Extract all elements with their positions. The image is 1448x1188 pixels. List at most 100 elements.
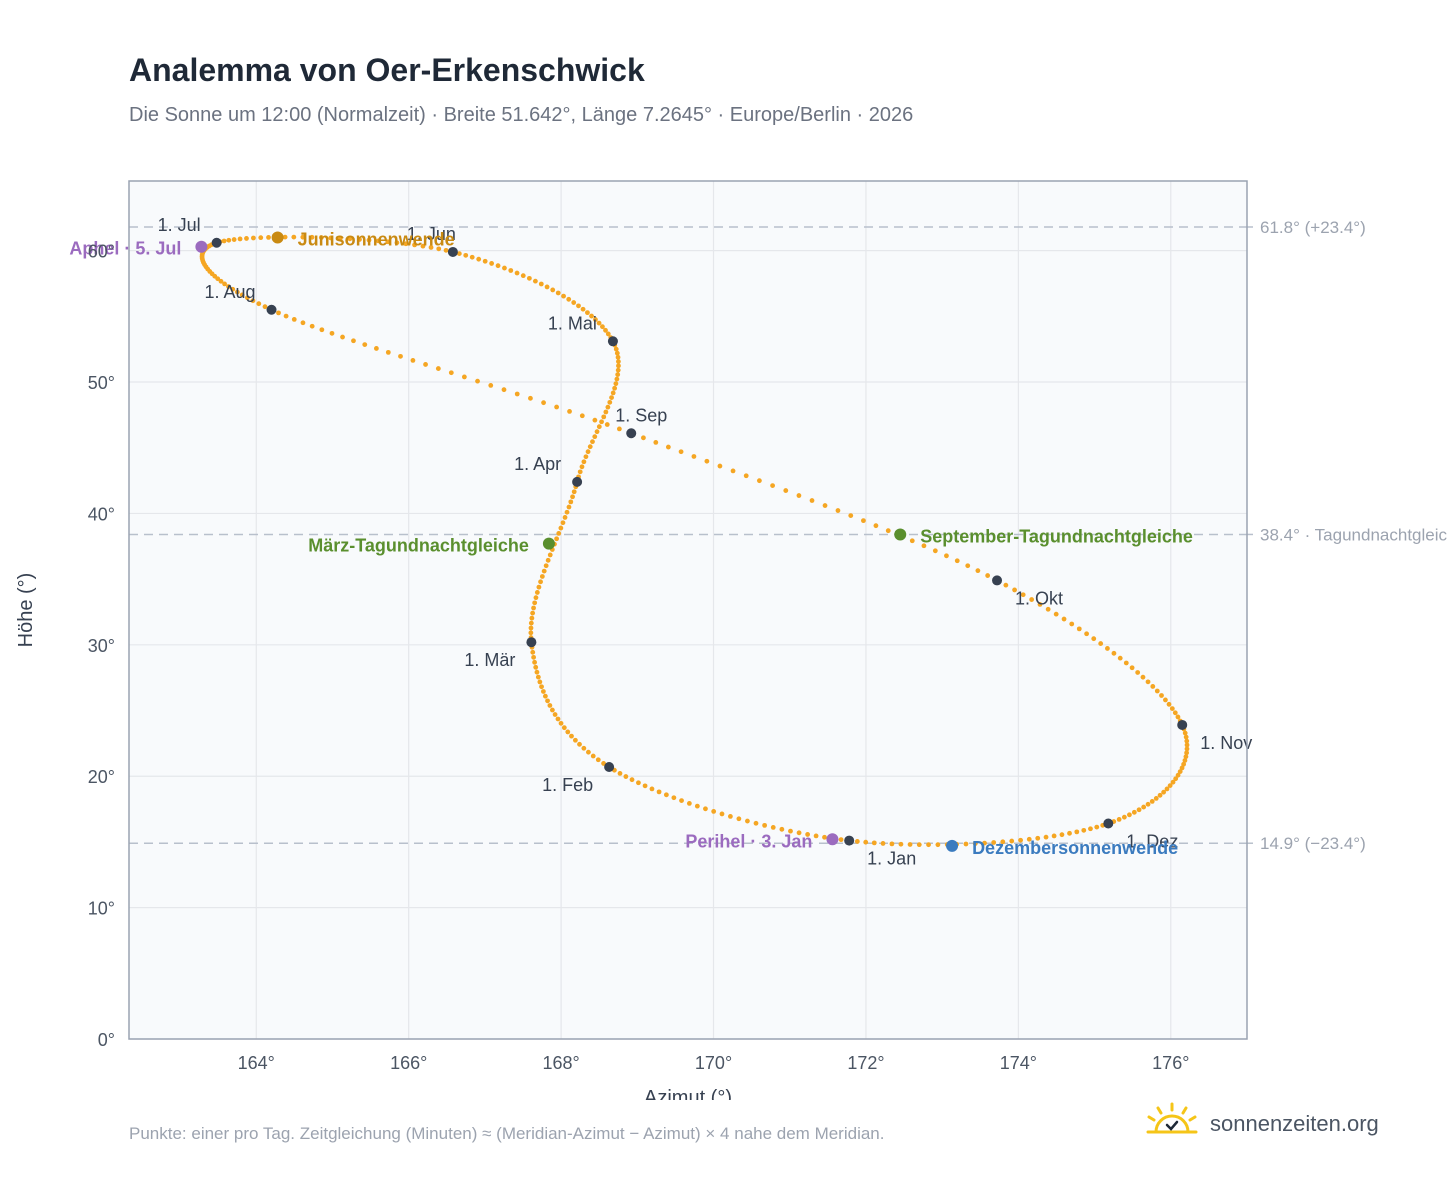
daily-sun-point — [1116, 817, 1122, 822]
daily-sun-point — [528, 625, 534, 631]
daily-sun-point — [545, 698, 550, 704]
daily-sun-point — [605, 331, 611, 337]
daily-sun-point — [1051, 833, 1057, 839]
daily-sun-point — [809, 498, 815, 503]
daily-sun-point — [679, 798, 684, 803]
daily-sun-point — [1105, 646, 1110, 651]
daily-sun-point — [1111, 650, 1117, 656]
daily-sun-point — [398, 353, 403, 359]
brand[interactable]: sonnenzeiten.org — [1144, 1102, 1379, 1146]
daily-sun-point — [362, 342, 368, 347]
daily-sun-point — [629, 777, 635, 783]
daily-sun-point — [1145, 679, 1151, 685]
month-label: 1. Mär — [464, 650, 515, 670]
daily-sun-point — [544, 284, 550, 290]
daily-sun-point — [218, 278, 224, 284]
month-label: 1. Jun — [407, 224, 456, 244]
daily-sun-point — [1076, 626, 1082, 632]
daily-sun-point — [599, 419, 604, 425]
daily-sun-point — [1003, 582, 1009, 588]
daily-sun-point — [1091, 636, 1097, 642]
x-tick-label: 164° — [238, 1053, 275, 1073]
daily-sun-point — [854, 839, 860, 844]
month-label: 1. Apr — [514, 454, 561, 474]
daily-sun-point — [550, 287, 556, 293]
daily-sun-point — [885, 528, 891, 534]
daily-sun-point — [501, 387, 507, 393]
month-label: 1. Mai — [548, 313, 597, 333]
daily-sun-point — [1184, 742, 1190, 748]
reference-line-label: 14.9° (−23.4°) — [1260, 834, 1366, 853]
daily-sun-point — [245, 295, 250, 301]
daily-sun-point — [1184, 750, 1190, 756]
daily-sun-point — [935, 842, 941, 848]
daily-sun-point — [642, 783, 648, 789]
daily-sun-point — [258, 235, 264, 241]
daily-sun-point — [975, 568, 981, 574]
daily-sun-point — [535, 674, 541, 680]
daily-sun-point — [347, 236, 353, 242]
daily-sun-point — [1026, 836, 1032, 842]
daily-sun-point — [532, 600, 538, 606]
daily-sun-point — [230, 286, 236, 292]
daily-sun-point — [686, 800, 692, 806]
daily-sun-point — [565, 729, 571, 735]
daily-sun-point — [300, 234, 306, 240]
daily-sun-point — [585, 449, 591, 455]
daily-sun-point — [1074, 829, 1080, 835]
daily-sun-point — [838, 837, 844, 843]
daily-sun-point — [412, 242, 417, 248]
daily-sun-point — [403, 241, 409, 247]
daily-sun-point — [813, 833, 819, 839]
daily-sun-point — [615, 372, 621, 378]
daily-sun-point — [972, 841, 978, 846]
daily-sun-point — [616, 363, 621, 369]
daily-sun-point — [266, 234, 271, 240]
marker-labels: 1. Jan 1. Feb 1. Mär 1. Apr 1. Mai 1. Jun 1. J… — [69, 215, 1252, 869]
daily-sun-point — [613, 381, 619, 387]
daily-sun-point — [329, 330, 335, 336]
event-label: März-Tagundnachtgleiche — [308, 536, 529, 556]
daily-sun-point — [577, 741, 582, 747]
daily-sun-point — [615, 354, 621, 360]
daily-sun-point — [1069, 621, 1075, 627]
daily-sun-point — [1184, 746, 1190, 752]
month-label: 1. Jul — [158, 215, 201, 235]
plot-frame — [128, 180, 1248, 1040]
daily-sun-point — [805, 832, 811, 837]
daily-sun-point — [1182, 730, 1188, 736]
daily-sun-point — [560, 520, 566, 526]
daily-sun-point — [756, 478, 762, 484]
daily-sun-point — [605, 404, 611, 410]
daily-sun-point — [495, 263, 501, 269]
daily-sun-point — [615, 367, 621, 373]
daily-sun-point — [256, 301, 262, 307]
sun-logo-icon — [1146, 1102, 1198, 1134]
daily-sun-point — [530, 610, 536, 616]
daily-sun-point — [528, 395, 533, 401]
event-label: Perihel · 3. Jan — [685, 831, 812, 851]
daily-sun-point — [954, 558, 960, 564]
daily-sun-point — [1098, 641, 1104, 646]
daily-sun-point — [244, 236, 249, 241]
daily-sun-point — [1175, 714, 1181, 720]
month-marker — [626, 428, 637, 439]
daily-sun-point — [719, 811, 725, 817]
axes: 164° 166° 168° 170° 172° 174° 176° 0° 10° 20° 30° 4… — [88, 242, 1190, 1073]
daily-sun-point — [730, 468, 736, 474]
daily-sun-point — [743, 473, 749, 479]
month-marker — [992, 575, 1003, 586]
daily-sun-point — [873, 523, 879, 529]
daily-sun-point — [561, 725, 567, 731]
daily-sun-point — [1177, 769, 1183, 775]
y-axis-label: Höhe (°) — [15, 573, 37, 648]
month-marker — [447, 246, 458, 257]
daily-sun-point — [567, 408, 572, 414]
daily-sun-point — [531, 605, 536, 611]
daily-sun-point — [547, 552, 553, 558]
daily-sun-point — [226, 237, 232, 243]
daily-sun-point — [572, 737, 578, 743]
event-label: Aphel · 5. Jul — [69, 239, 181, 259]
daily-sun-point — [1045, 606, 1051, 612]
daily-sun-point — [542, 693, 548, 699]
